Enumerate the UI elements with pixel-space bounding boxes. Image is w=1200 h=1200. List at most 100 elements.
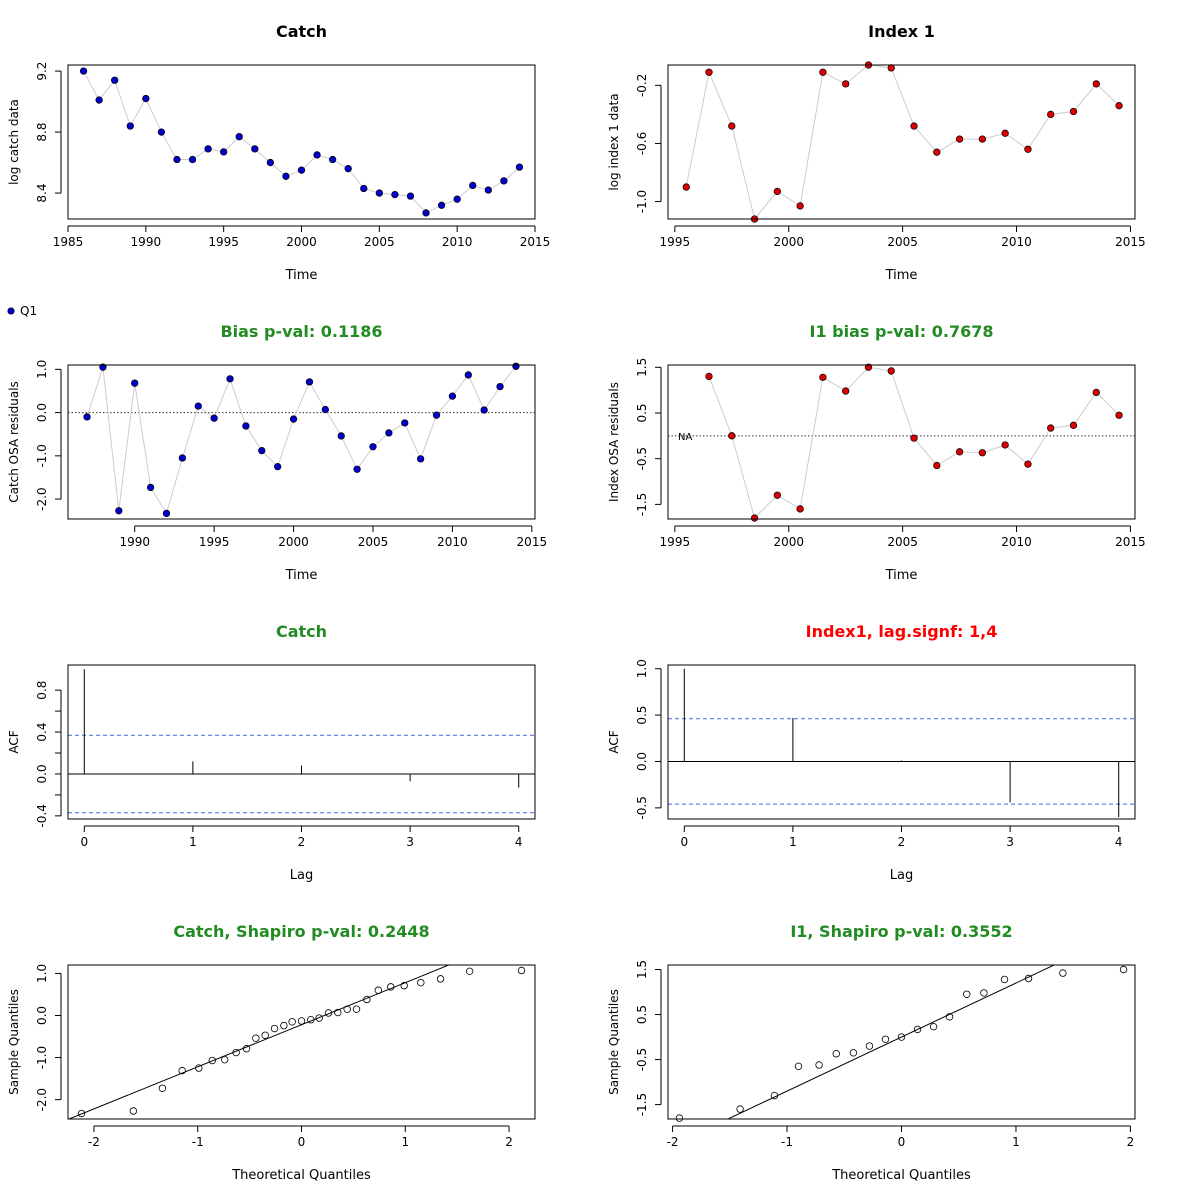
x-axis-label: Theoretical Quantiles (831, 1168, 971, 1183)
data-point (448, 392, 457, 400)
y-tick-label: -0.2 (635, 74, 649, 97)
qq-point (980, 989, 988, 997)
data-point (385, 429, 393, 437)
data-point (282, 172, 290, 180)
data-point (1047, 424, 1055, 432)
data-point (258, 447, 266, 455)
qq-point (832, 1050, 840, 1058)
qq-point (352, 1005, 361, 1013)
x-tick-label: 2015 (1115, 535, 1146, 549)
data-point (750, 514, 759, 522)
qq-point (865, 1042, 874, 1050)
qq-point (400, 981, 408, 990)
data-point (464, 371, 472, 379)
data-point (480, 406, 488, 414)
qq-point (929, 1022, 938, 1031)
data-point (79, 67, 88, 75)
x-tick-label: 0 (898, 1135, 906, 1149)
qq-point (517, 966, 526, 975)
x-axis-label: Time (885, 568, 918, 583)
x-tick-label: 2 (505, 1135, 513, 1149)
data-point (484, 186, 492, 194)
data-point (391, 190, 399, 199)
qq-point (178, 1066, 186, 1075)
qq-point (945, 1013, 954, 1021)
y-axis-label: Index OSA residuals (607, 382, 621, 502)
data-point (242, 422, 250, 430)
data-point (328, 155, 337, 164)
qq-point (232, 1048, 240, 1057)
data-point (469, 181, 477, 190)
plot-area (68, 669, 535, 814)
x-tick-label: 1995 (208, 235, 239, 249)
qq-point (129, 1107, 138, 1115)
data-point (773, 187, 781, 196)
y-tick-label: -1.5 (635, 1093, 649, 1116)
y-tick-label: 1.0 (635, 659, 649, 678)
data-point (1069, 107, 1078, 116)
data-point (819, 373, 827, 381)
data-point (142, 94, 150, 103)
x-axis-label: Lag (290, 868, 313, 883)
x-tick-label: 2 (898, 835, 906, 849)
data-point (1001, 129, 1009, 137)
plot-area (726, 965, 1056, 1119)
data-point (705, 68, 713, 76)
legend-q1-label: Q1 (20, 304, 37, 318)
y-tick-label: -0.5 (635, 1048, 649, 1071)
data-point (194, 402, 202, 410)
data-point (126, 122, 134, 130)
x-axis-label: Lag (890, 868, 913, 883)
data-point (111, 76, 119, 84)
y-tick-label: -1.0 (635, 190, 649, 213)
data-point (289, 415, 298, 423)
y-tick-label: -0.6 (635, 132, 649, 155)
y-tick-label: 1.5 (635, 358, 649, 377)
data-point (1069, 421, 1078, 429)
qq-point (1024, 974, 1033, 983)
data-point (422, 209, 430, 217)
data-point (274, 463, 282, 471)
data-point (705, 372, 713, 381)
data-point (1115, 102, 1123, 110)
x-tick-label: 1 (401, 1135, 409, 1149)
qq-point (963, 990, 971, 998)
legend-q1-marker (7, 307, 15, 315)
data-point (83, 413, 91, 421)
x-tick-label: -2 (667, 1135, 679, 1149)
data-point (210, 414, 218, 422)
plot-frame (667, 664, 1136, 820)
x-tick-label: 2005 (887, 235, 918, 249)
y-axis-label: log catch data (7, 99, 21, 185)
qq-reference-line (726, 965, 1056, 1119)
data-point (437, 201, 446, 209)
y-tick-label: -0.5 (635, 796, 649, 819)
x-tick-label: -2 (88, 1135, 100, 1149)
chart-panel-catch-ts: Catch 1985 1990 1995 2000 2005 2010 2015 Time 8.4… (7, 22, 550, 283)
data-point (1024, 145, 1032, 153)
x-tick-label: 3 (1006, 835, 1014, 849)
chart-panel-index1-resid: I1 bias p-val: 0.7678 NA 1995 2000 2005 2010 2… (607, 322, 1146, 583)
data-point (266, 158, 275, 167)
plot-area (685, 65, 1120, 219)
x-tick-label: -1 (192, 1135, 204, 1149)
y-tick-label: 0.5 (635, 1005, 649, 1024)
data-point (955, 448, 964, 456)
x-tick-label: 0 (298, 1135, 306, 1149)
x-axis-label: Time (285, 268, 318, 283)
data-point (978, 449, 987, 457)
y-tick-label: 0.0 (35, 764, 49, 783)
plot-frame (667, 364, 1136, 520)
data-point (337, 432, 345, 440)
data-point (500, 177, 508, 185)
data-point (115, 507, 123, 515)
y-tick-label: -1.0 (35, 444, 49, 467)
data-point (515, 163, 524, 171)
qq-reference-line (68, 965, 451, 1119)
data-point (353, 465, 361, 473)
data-point (173, 155, 181, 164)
y-tick-label: -0.4 (35, 804, 49, 827)
y-axis-label: log index 1 data (607, 93, 621, 190)
legend-q1: Q1 (7, 304, 37, 318)
qq-point (465, 967, 474, 976)
